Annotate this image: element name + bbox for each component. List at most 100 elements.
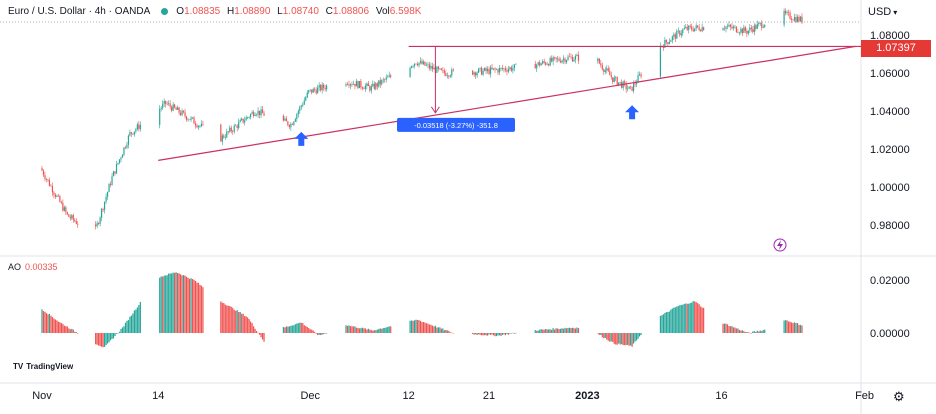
ao-bar <box>500 333 502 336</box>
candle <box>41 165 43 172</box>
candle <box>42 169 45 178</box>
candle <box>236 124 238 132</box>
candle-body <box>257 110 259 115</box>
ao-bar <box>118 331 121 333</box>
candle <box>112 170 115 177</box>
candle <box>238 118 240 130</box>
candle-body <box>552 57 554 62</box>
candle-body <box>534 63 536 69</box>
candle <box>665 39 667 45</box>
ao-bar <box>536 330 538 333</box>
measure-label-text: -0.03518 (-3.27%) -351.8 <box>414 121 498 130</box>
candle <box>559 57 562 64</box>
ao-bar <box>495 333 498 337</box>
ao-bar <box>673 307 675 333</box>
candle <box>437 65 439 72</box>
candle-body <box>731 26 733 29</box>
ao-bar <box>132 313 134 333</box>
candle-body <box>758 23 760 25</box>
settings-gear-icon[interactable]: ⚙ <box>893 389 905 404</box>
candle-body <box>784 10 787 14</box>
candle-body <box>229 127 231 132</box>
candle <box>683 25 685 30</box>
ao-bar <box>568 327 571 333</box>
ao-bar <box>431 325 434 333</box>
symbol-title[interactable]: Euro / U.S. Dollar · 4h · OANDA <box>8 6 150 17</box>
candle <box>118 159 121 165</box>
candle <box>105 193 107 204</box>
ao-bar <box>311 329 313 333</box>
candle <box>285 115 287 122</box>
candle-body <box>659 45 662 77</box>
candle <box>498 65 501 76</box>
ao-indicator-legend[interactable]: AO 0.00335 <box>8 262 58 272</box>
candle-body <box>439 68 441 70</box>
candle <box>381 79 383 86</box>
candle <box>103 201 106 214</box>
candle-body <box>191 117 194 119</box>
candle <box>229 125 231 133</box>
ao-bar <box>196 282 198 333</box>
candle-body <box>57 195 59 197</box>
ao-bar <box>515 332 517 334</box>
ao-bar <box>573 328 575 333</box>
ao-bar <box>758 331 760 333</box>
candle <box>349 83 352 90</box>
ao-bar <box>358 328 361 333</box>
candle-body <box>182 110 185 113</box>
candle-body <box>691 26 693 30</box>
ao-bar <box>546 329 548 333</box>
currency-selector[interactable]: USD ▾ <box>868 6 897 18</box>
ao-bar <box>41 309 43 333</box>
candle <box>99 216 101 227</box>
ao-bar <box>379 328 381 333</box>
ao-bar <box>784 320 787 333</box>
candle-body <box>697 25 699 28</box>
ao-bar <box>735 328 738 333</box>
ao-bar <box>756 330 758 333</box>
candle-body <box>723 28 726 30</box>
ao-bar <box>188 278 191 333</box>
ao-bar <box>747 332 749 333</box>
candle <box>258 110 261 119</box>
candle-body <box>72 215 74 220</box>
ao-bar <box>159 277 161 333</box>
candle <box>63 205 65 212</box>
candle <box>227 130 229 135</box>
candle <box>260 106 262 119</box>
candle <box>676 29 678 39</box>
ao-bar <box>741 330 743 333</box>
candle-body <box>309 89 311 91</box>
candle-body <box>440 68 442 71</box>
candle-body <box>188 119 191 121</box>
ao-bar <box>549 329 551 333</box>
ao-bar <box>106 333 109 344</box>
candle <box>175 106 177 110</box>
ao-bar <box>123 326 125 333</box>
candle <box>679 29 681 38</box>
candle <box>701 23 703 33</box>
candle <box>427 61 429 69</box>
candle <box>565 59 568 64</box>
candle <box>419 57 422 65</box>
candle-body <box>564 58 566 63</box>
candle-body <box>510 67 513 71</box>
ao-bar <box>631 333 633 347</box>
candle-body <box>737 32 739 33</box>
ao-bar <box>355 327 358 333</box>
tradingview-logo[interactable]: TV TradingView <box>9 360 78 373</box>
ao-bar <box>135 309 137 333</box>
candle-body <box>640 74 642 77</box>
ao-bar <box>796 323 799 333</box>
candle <box>753 23 755 36</box>
candle-body <box>601 65 603 70</box>
candle <box>695 23 697 32</box>
candle <box>387 74 389 78</box>
candle <box>261 105 264 114</box>
candle <box>616 76 618 86</box>
ao-bar <box>416 320 419 333</box>
candle <box>224 133 226 140</box>
ao-bar <box>415 319 417 333</box>
candle <box>682 28 684 37</box>
